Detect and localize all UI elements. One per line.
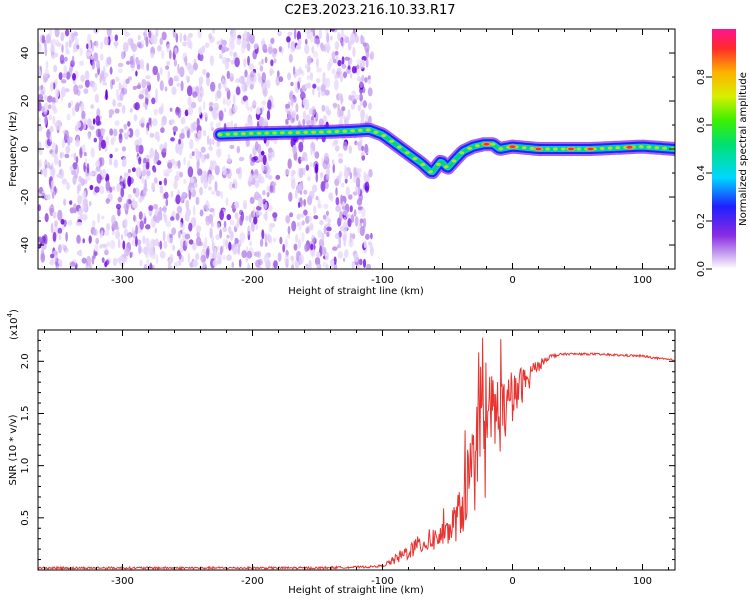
spectrogram-x-ticks: -300 -200 -100 0 100 [44, 29, 669, 286]
snr-exponent-suffix: ) [9, 309, 20, 313]
spectrogram-x-tick-label: -100 [371, 275, 394, 286]
snr-y-axis-label: SNR (10 * v/v) [8, 414, 19, 485]
spectrogram-y-ticks: -40 -20 0 20 40 [20, 28, 675, 270]
colorbar-tick-label: 0.4 [696, 165, 707, 181]
colorbar-gradient [712, 29, 736, 269]
figure-title: C2E3.2023.216.10.33.R17 [284, 3, 455, 18]
snr-x-tick-label: -200 [241, 576, 264, 587]
colorbar-ticks: 0.0 0.2 0.4 0.6 0.8 [696, 69, 712, 277]
snr-frame [37, 329, 676, 571]
spectrogram-x-tick-label: -200 [241, 275, 264, 286]
colorbar-tick-label: 0.0 [696, 261, 707, 277]
spectrogram-y-tick-label: -20 [20, 189, 31, 205]
snr-y-ticks: 0.5 1.0 1.5 2.0 [20, 329, 675, 571]
colorbar-tick-label: 0.2 [696, 213, 707, 229]
spectrogram-y-tick-label: 20 [20, 95, 31, 108]
snr-exponent-value: 4 [6, 312, 14, 317]
snr-y-tick-label: 1.5 [20, 406, 31, 422]
snr-x-tick-label: 100 [633, 576, 652, 587]
spectrogram-signal-ridge [213, 122, 675, 180]
spectrogram-noise [38, 29, 375, 269]
snr-x-axis-label: Height of straight line (km) [288, 585, 424, 596]
spectrogram-y-tick-label: -40 [20, 237, 31, 253]
snr-x-tick-label: -300 [111, 576, 134, 587]
snr-series-line [38, 337, 675, 570]
snr-y-tick-label: 0.5 [20, 510, 31, 526]
colorbar-label: Normalized spectral amplitude [738, 72, 749, 226]
snr-plot-area [38, 337, 675, 570]
snr-panel: -300 -200 -100 0 100 0.5 1.0 1.5 2.0 Height of … [6, 309, 676, 596]
colorbar: 0.0 0.2 0.4 0.6 0.8 Normalized spectral ampl… [696, 29, 749, 277]
spectrogram-x-axis-label: Height of straight line (km) [288, 286, 424, 297]
spectrogram-y-axis-label: Frequency (Hz) [8, 111, 19, 187]
spectrogram-x-tick-label: -300 [111, 275, 134, 286]
snr-y-tick-label: 1.0 [20, 458, 31, 474]
spectrogram-y-tick-label: 40 [20, 47, 31, 60]
colorbar-tick-label: 0.8 [696, 69, 707, 85]
spectrogram-image [38, 29, 675, 269]
snr-exponent-prefix: (x10 [9, 317, 20, 340]
snr-x-tick-label: 0 [509, 576, 515, 587]
spectrogram-y-tick-label: 0 [20, 146, 31, 152]
snr-x-tick-label: -100 [371, 576, 394, 587]
colorbar-tick-label: 0.6 [696, 117, 707, 133]
spectrogram-x-tick-label: 100 [633, 275, 652, 286]
svg-text:(x104): (x104) [6, 309, 20, 340]
snr-x-ticks: -300 -200 -100 0 100 [44, 330, 669, 587]
snr-y-tick-label: 2.0 [20, 353, 31, 369]
snr-exponent-label: (x104) [6, 309, 20, 340]
spectrogram-x-tick-label: 0 [509, 275, 515, 286]
